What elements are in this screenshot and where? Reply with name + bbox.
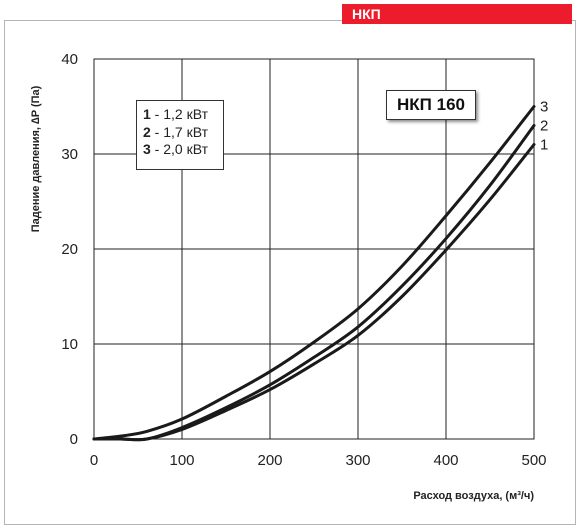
- product-tag: НКП: [342, 4, 572, 24]
- x-tick-label-3: 300: [345, 452, 370, 469]
- y-tick-label-4: 40: [61, 51, 78, 68]
- x-tick-label-4: 400: [433, 452, 458, 469]
- legend: 1 - 1,2 кВт 2 - 1,7 кВт 3 - 2,0 кВт: [136, 100, 224, 170]
- y-axis-label: Падение давления, ∆P (Па): [30, 85, 42, 232]
- series-line-2: [92, 124, 536, 442]
- series-end-label-1: 1: [540, 137, 548, 154]
- legend-item-1: 1 - 1,2 кВт: [143, 106, 208, 122]
- series-lines: 1 2 3: [92, 99, 548, 442]
- x-tick-label-5: 500: [521, 452, 546, 469]
- series-line-3: [92, 105, 536, 441]
- series-end-label-2: 2: [540, 118, 548, 135]
- y-tick-label-1: 10: [61, 336, 78, 353]
- legend-item-2: 2 - 1,7 кВт: [143, 123, 208, 140]
- y-tick-label-2: 20: [61, 241, 78, 258]
- chart-title: НКП 160: [386, 90, 476, 120]
- chart-frame: [4, 20, 576, 525]
- x-tick-label-0: 0: [90, 452, 98, 469]
- tick-labels: 0 100 200 300 400 500 0 10 20 30 40: [61, 51, 546, 469]
- x-tick-label-2: 200: [257, 452, 282, 469]
- x-axis-label: Расход воздуха, (м³/ч): [413, 490, 534, 502]
- x-tick-label-1: 100: [169, 452, 194, 469]
- y-tick-label-0: 0: [70, 431, 78, 448]
- legend-item-3: 3 - 2,0 кВт: [143, 141, 208, 157]
- series-end-label-3: 3: [540, 99, 548, 116]
- y-tick-label-3: 30: [61, 146, 78, 163]
